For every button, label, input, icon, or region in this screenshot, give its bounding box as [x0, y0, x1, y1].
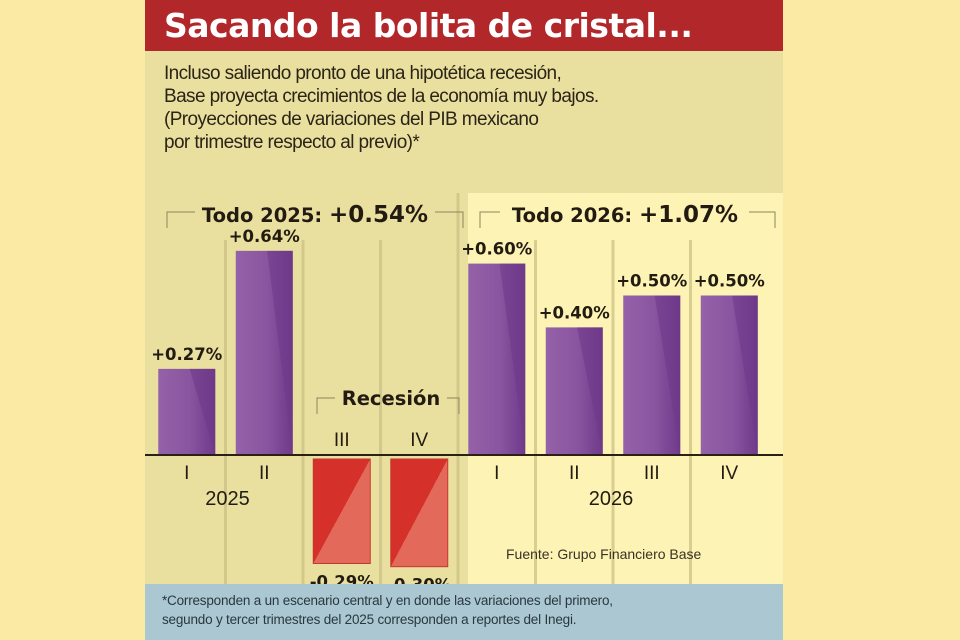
source-note: Fuente: Grupo Financiero Base [506, 546, 702, 562]
x-tick-label: II [259, 463, 270, 484]
subtitle-line: por trimestre respecto al previo)* [164, 132, 420, 153]
bars-group [158, 250, 758, 568]
annotation-label: Todo 2025: [202, 204, 322, 227]
chart-subtitle: Incluso saliendo pronto de una hipotétic… [164, 62, 764, 154]
bracket-recession [316, 397, 335, 414]
bracket-recession [447, 397, 460, 414]
x-tick-label: III [644, 463, 660, 484]
footnote-line: *Corresponden a un escenario central y e… [162, 593, 613, 608]
x-tick-label: II [569, 463, 580, 484]
annotation-total-2025: Todo 2025: +0.54% [202, 202, 428, 228]
value-label: +0.64% [229, 227, 301, 246]
bracket-2026 [749, 211, 776, 228]
x-tick-label: IV [410, 430, 428, 451]
subtitle-line: Incluso saliendo pronto de una hipotétic… [164, 63, 562, 84]
x-tick-label: I [494, 463, 499, 484]
bar-shade [577, 327, 603, 455]
subtitle-line: Base proyecta crecimientos de la economí… [164, 86, 599, 107]
title-bar: Sacando la bolita de cristal... [145, 0, 783, 51]
annotation-label: Todo 2026: [512, 204, 632, 227]
infographic-panel: Sacando la bolita de cristal... Incluso … [145, 0, 783, 640]
bracket-2025 [166, 211, 195, 228]
bracket-2026 [479, 211, 500, 228]
x-tick-label: I [184, 463, 189, 484]
value-label: +0.50% [616, 272, 688, 291]
chart-title: Sacando la bolita de cristal... [164, 6, 693, 45]
bar-shade [732, 295, 758, 455]
group-brackets [166, 211, 776, 414]
bracket-2025 [435, 211, 464, 228]
footnote-box: *Corresponden a un escenario central y e… [145, 584, 783, 640]
value-label: +0.40% [539, 303, 611, 322]
annotation-value: +1.07% [639, 202, 738, 228]
year-label-2026: 2026 [589, 488, 634, 510]
annotation-recession: Recesión [342, 387, 441, 410]
footnote-line: segundo y tercer trimestres del 2025 cor… [162, 612, 577, 627]
bar-shade [499, 263, 526, 455]
year-label-2025: 2025 [205, 488, 250, 510]
x-tick-label: III [334, 430, 350, 451]
value-label: +0.50% [694, 272, 766, 291]
bar-negative [312, 458, 371, 565]
value-labels: +0.27%+0.64%-0.29%-0.30%+0.60%+0.40%+0.5… [151, 227, 765, 595]
bar-negative [390, 458, 449, 568]
subtitle-line: (Proyecciones de variaciones del PIB mex… [164, 109, 539, 130]
annotation-value: +0.54% [329, 202, 428, 228]
bar-chart: Todo 2025: +0.54% Todo 2026: +1.07% Rece… [145, 193, 783, 595]
value-label: +0.27% [151, 345, 223, 364]
x-tick-label: IV [720, 463, 738, 484]
value-label: +0.60% [461, 240, 533, 259]
bar-shade [654, 295, 681, 455]
column-separators [224, 193, 692, 584]
annotation-total-2026: Todo 2026: +1.07% [512, 202, 738, 228]
